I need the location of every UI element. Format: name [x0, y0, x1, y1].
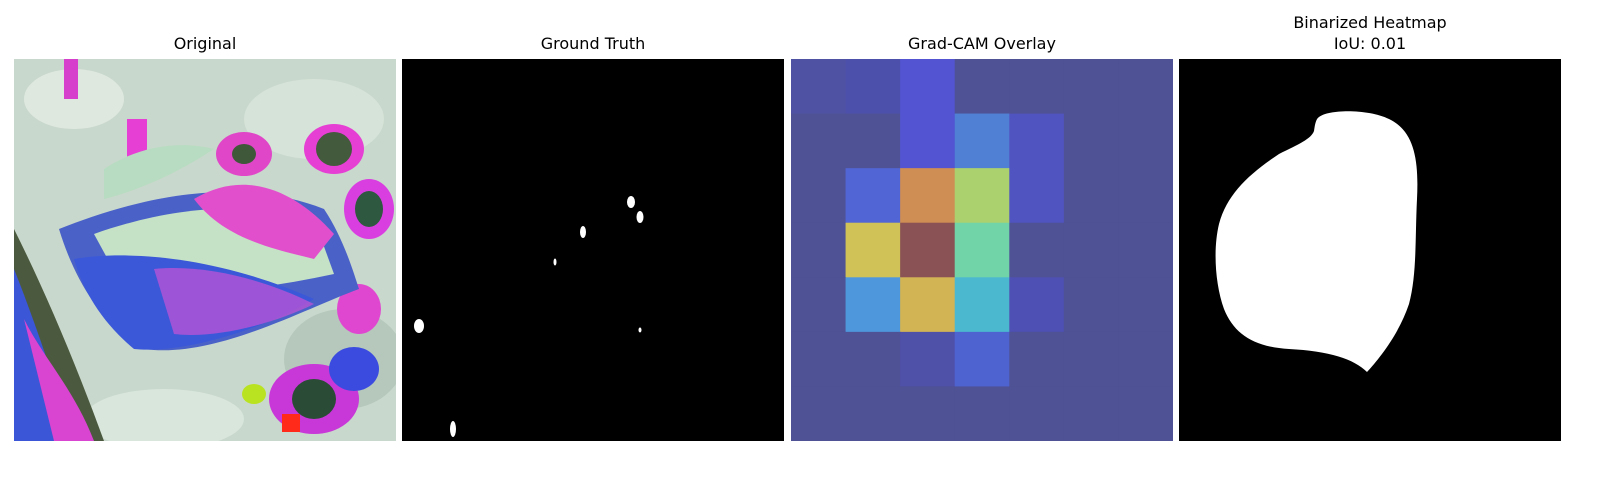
gradcam-cell-r1-c0: [791, 113, 847, 169]
gradcam-cell-r4-c0: [791, 277, 847, 333]
binarized-heatmap-mask: [1179, 59, 1561, 441]
gradcam-cell-r1-c2: [900, 113, 956, 169]
gradcam-cell-r5-c2: [900, 331, 956, 387]
gradcam-cell-r3-c6: [1118, 222, 1173, 278]
gradcam-cell-r5-c6: [1118, 331, 1173, 387]
gradcam-heatmap-grid: [791, 59, 1173, 441]
gradcam-cell-r1-c5: [1063, 113, 1119, 169]
gradcam-cell-r6-c2: [900, 386, 956, 441]
gradcam-cell-r0-c6: [1118, 59, 1173, 115]
gradcam-cell-r3-c2: [900, 222, 956, 278]
gradcam-cell-r0-c4: [1009, 59, 1065, 115]
gradcam-cell-r4-c4: [1009, 277, 1065, 333]
gradcam-cell-r0-c3: [954, 59, 1010, 115]
gradcam-cell-r0-c2: [900, 59, 956, 115]
panel-subtitle-iou: IoU: 0.01: [1333, 34, 1407, 53]
gradcam-cell-r5-c0: [791, 331, 847, 387]
panel-ground-truth: Ground Truth: [402, 0, 784, 500]
gradcam-cell-r6-c4: [1009, 386, 1065, 441]
gradcam-cell-r0-c0: [791, 59, 847, 115]
gradcam-cell-r0-c1: [845, 59, 901, 115]
gradcam-cell-r2-c4: [1009, 168, 1065, 224]
panel-gradcam-overlay: Grad-CAM Overlay: [791, 0, 1173, 500]
gradcam-cell-r5-c3: [954, 331, 1010, 387]
gradcam-cell-r5-c1: [845, 331, 901, 387]
gradcam-cell-r1-c1: [845, 113, 901, 169]
gradcam-cell-r5-c4: [1009, 331, 1065, 387]
gradcam-cell-r2-c3: [954, 168, 1010, 224]
gradcam-cell-r2-c6: [1118, 168, 1173, 224]
panel-binarized-heatmap: Binarized Heatmap IoU: 0.01: [1179, 0, 1561, 500]
ground-truth-mask-graphic: [402, 59, 784, 441]
gradcam-cell-r4-c3: [954, 277, 1010, 333]
ground-truth-mask: [402, 59, 784, 441]
gradcam-cell-r6-c0: [791, 386, 847, 441]
binarized-heatmap-graphic: [1179, 59, 1561, 441]
original-leaf-graphic: [14, 59, 396, 441]
gradcam-cell-r6-c5: [1063, 386, 1119, 441]
panel-title-gradcam-overlay: Grad-CAM Overlay: [908, 34, 1056, 53]
panel-title-original: Original: [173, 34, 237, 53]
gradcam-cell-r4-c5: [1063, 277, 1119, 333]
gradcam-cell-r6-c6: [1118, 386, 1173, 441]
gradcam-cell-r2-c5: [1063, 168, 1119, 224]
gradcam-cell-r0-c5: [1063, 59, 1119, 115]
gradcam-cell-r4-c6: [1118, 277, 1173, 333]
gradcam-cell-r2-c1: [845, 168, 901, 224]
gradcam-cell-r3-c0: [791, 222, 847, 278]
gradcam-cell-r3-c4: [1009, 222, 1065, 278]
gradcam-cell-r2-c0: [791, 168, 847, 224]
gradcam-cell-r1-c4: [1009, 113, 1065, 169]
gradcam-cell-r6-c3: [954, 386, 1010, 441]
original-leaf-image: [14, 59, 396, 441]
gradcam-cell-r1-c3: [954, 113, 1010, 169]
gradcam-cell-r2-c2: [900, 168, 956, 224]
gradcam-cell-r5-c5: [1063, 331, 1119, 387]
gradcam-cell-r4-c1: [845, 277, 901, 333]
gradcam-cell-r1-c6: [1118, 113, 1173, 169]
panel-original: Original: [14, 0, 396, 500]
gradcam-cell-r4-c2: [900, 277, 956, 333]
gradcam-cell-r3-c1: [845, 222, 901, 278]
gradcam-cell-r6-c1: [845, 386, 901, 441]
gradcam-overlay-image: [791, 59, 1173, 441]
panel-title-binarized-heatmap: Binarized Heatmap: [1293, 13, 1447, 32]
gradcam-cell-r3-c5: [1063, 222, 1119, 278]
panel-title-ground-truth: Ground Truth: [540, 34, 646, 53]
gradcam-cell-r3-c3: [954, 222, 1010, 278]
